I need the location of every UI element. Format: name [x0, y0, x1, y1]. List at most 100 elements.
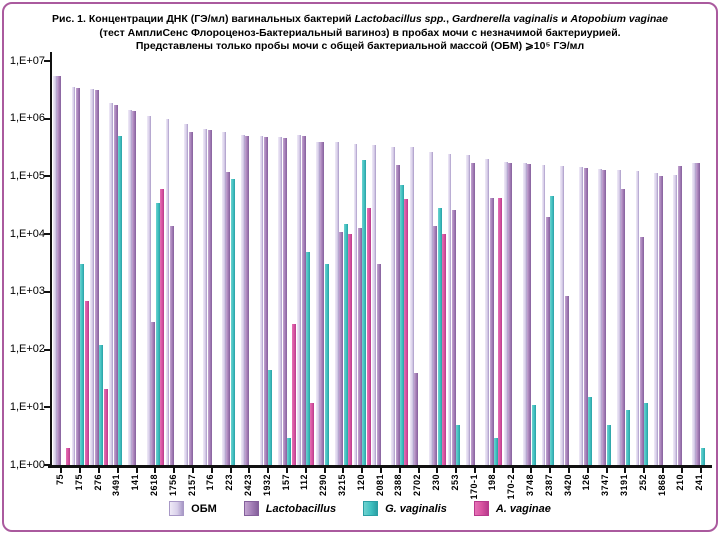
legend-label-obm: ОБМ: [191, 502, 217, 515]
x-axis-tick: [229, 468, 232, 473]
bar-avag-175: [84, 300, 89, 465]
legend-item-gvag: G. vaginalis: [363, 501, 447, 516]
x-axis-tick: [586, 468, 589, 473]
x-axis-tick: [304, 468, 307, 473]
x-axis-tick: [60, 468, 63, 473]
bar-gvag-2290: [324, 264, 329, 465]
bar-obm-210: [673, 175, 678, 465]
bar-avag-75: [66, 447, 70, 465]
bar-obm-170-2: [504, 162, 508, 465]
bar-lacto-75: [57, 76, 62, 465]
y-axis-tick: [44, 290, 51, 293]
x-axis-tick: [624, 468, 627, 473]
x-axis-tick: [342, 468, 345, 473]
bar-gvag-126: [588, 397, 592, 465]
bar-lacto-230: [433, 225, 438, 465]
bar-gvag-157: [287, 437, 292, 465]
bar-lacto-223: [226, 171, 231, 465]
bar-lacto-3191: [621, 189, 626, 465]
bar-obm-2081: [372, 145, 377, 465]
x-axis-label-170-1: 170-1: [468, 474, 479, 500]
bar-lacto-120: [358, 227, 362, 465]
legend: ОБМ Lactobacillus G. vaginalis A. vaginae: [0, 501, 720, 516]
x-axis-tick: [568, 468, 570, 473]
bar-gvag-2388: [400, 185, 404, 465]
bar-gvag-175: [80, 264, 85, 465]
bar-lacto-198: [489, 197, 494, 465]
x-axis-line: [48, 465, 712, 468]
bar-avag-2388: [404, 199, 409, 465]
y-axis-label: 1,E+01: [9, 400, 45, 413]
bar-gvag-112: [306, 251, 310, 465]
bar-lacto-176: [207, 129, 212, 465]
bar-gvag-2618: [155, 202, 160, 465]
bar-obm-1868: [654, 172, 659, 465]
bar-gvag-276: [99, 345, 104, 465]
bar-lacto-1868: [658, 176, 663, 465]
y-axis-tick: [44, 233, 51, 236]
y-axis-tick: [44, 117, 51, 120]
x-axis-label-241: 241: [694, 474, 705, 491]
x-axis-label-126: 126: [581, 474, 592, 491]
bar-obm-175: [71, 87, 76, 465]
bar-avag-198: [498, 198, 503, 465]
x-axis-tick: [643, 468, 646, 473]
bar-avag-120: [366, 207, 371, 465]
bar-lacto-3748: [527, 163, 532, 465]
title-separator-and: и: [558, 13, 571, 25]
x-axis-tick: [680, 468, 683, 473]
y-axis-label: 1,E+04: [9, 227, 45, 240]
x-axis-label-2387: 2387: [543, 474, 554, 497]
x-axis-tick: [116, 468, 119, 473]
x-axis-label-1756: 1756: [167, 474, 178, 497]
x-axis-tick: [248, 468, 251, 473]
bar-obm-2290: [316, 141, 320, 465]
bar-lacto-253: [452, 210, 456, 465]
y-axis-label: 1,E+03: [9, 285, 45, 298]
bar-obm-252: [635, 170, 640, 465]
x-axis-tick: [154, 468, 157, 473]
y-axis-tick: [44, 348, 51, 351]
bar-avag-2618: [160, 189, 164, 465]
legend-swatch-obm: [169, 501, 185, 516]
bar-obm-126: [579, 167, 584, 465]
x-axis-label-3747: 3747: [600, 474, 611, 497]
bar-obm-3747: [598, 168, 602, 465]
y-axis-label: 1,E+00: [9, 458, 45, 471]
x-axis-tick: [192, 468, 194, 473]
bar-lacto-276: [94, 89, 99, 465]
x-axis-tick: [398, 468, 401, 473]
x-axis-tick: [173, 468, 176, 473]
x-axis-label-176: 176: [205, 474, 216, 491]
x-axis-tick: [699, 468, 702, 473]
bar-avag-230: [442, 234, 446, 465]
bar-obm-1756: [165, 118, 170, 465]
bar-lacto-210: [677, 166, 682, 465]
x-axis-tick: [135, 468, 138, 473]
bar-lacto-241: [696, 163, 701, 465]
x-axis-label-112: 112: [299, 474, 310, 491]
bar-lacto-3420: [564, 295, 569, 465]
x-axis-label-276: 276: [92, 474, 103, 491]
x-axis-label-75: 75: [54, 474, 65, 486]
legend-swatch-lacto: [243, 501, 259, 516]
legend-item-obm: ОБМ: [169, 501, 217, 516]
x-axis-tick: [286, 468, 288, 473]
bar-obm-276: [90, 88, 95, 465]
x-axis-label-2290: 2290: [318, 474, 329, 497]
bar-obm-170-1: [466, 154, 471, 465]
bar-lacto-2157: [188, 131, 193, 465]
bar-lacto-2702: [414, 372, 419, 465]
x-axis-tick: [98, 468, 100, 473]
bar-lacto-170-2: [508, 163, 513, 465]
bar-lacto-2081: [376, 264, 381, 465]
bar-lacto-2290: [320, 142, 325, 465]
bar-lacto-157: [282, 137, 287, 465]
bar-avag-3215: [348, 234, 352, 465]
plot-area: [52, 55, 710, 465]
x-axis-label-120: 120: [355, 474, 366, 491]
x-axis-label-2702: 2702: [412, 474, 423, 497]
y-axis-line: [50, 52, 52, 465]
y-axis-label: 1,E+02: [9, 343, 45, 356]
y-axis-tick: [44, 60, 51, 62]
